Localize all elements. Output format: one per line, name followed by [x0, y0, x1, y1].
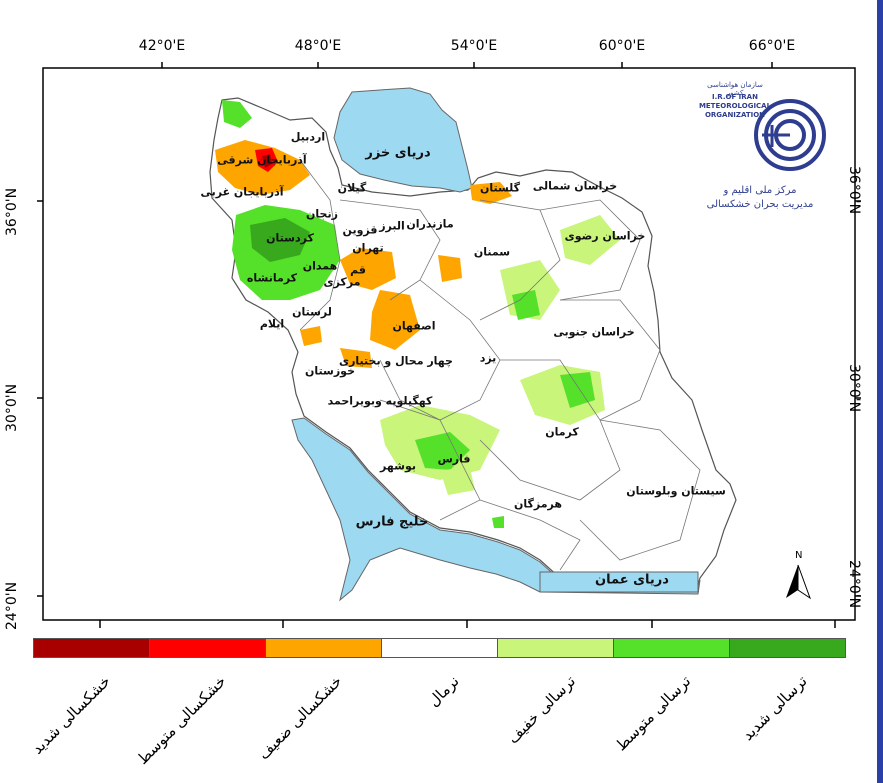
logo-en-line-1: I.R.OF IRAN: [712, 93, 758, 101]
lon-tick-54: 54°0'E: [450, 38, 498, 54]
prov-lorestan: لرستان: [292, 305, 332, 319]
prov-kohgiluyeh: کهگیلویه وبویراحمد: [327, 394, 433, 408]
legend-swatch-5: [614, 639, 730, 657]
prov-khorasan-razavi: خراسان رضوی: [564, 229, 646, 243]
prov-tehran: تهران: [352, 241, 384, 255]
prov-esfahan: اصفهان: [392, 319, 436, 333]
legend-swatch-6: [730, 639, 845, 657]
prov-alborz: البرز: [379, 219, 405, 233]
logo-en-line-2: METEOROLOGICAL: [698, 102, 772, 110]
prov-hamedan: همدان: [302, 259, 338, 273]
logo-caption-line-2: مدیریت بحران خشکسالی: [706, 199, 814, 210]
prov-ardabil: اردبیل: [290, 130, 326, 144]
logo-en-text: I.R.OF IRAN METEOROLOGICAL ORGANIZATION: [696, 93, 774, 120]
logo-caption-line-1: مرکز ملی اقلیم و: [723, 185, 797, 196]
lon-tick-48: 48°0'E: [294, 38, 342, 54]
wet-patches: [222, 100, 620, 528]
prov-semnan: سمنان: [473, 245, 511, 259]
prov-bushehr: بوشهر: [380, 459, 416, 473]
logo-emblem: [754, 99, 826, 171]
prov-mazandaran: مازندران: [406, 217, 454, 231]
frame-right-edge: [877, 0, 883, 783]
prov-sistan: سیستان وبلوستان: [626, 484, 726, 498]
legend-bar: [33, 638, 846, 658]
lat-tick-left-24: 24°0'N: [4, 581, 20, 630]
lat-tick-left-36: 36°0'N: [4, 187, 20, 236]
caspian-label: دریای خزر: [365, 145, 431, 161]
legend-swatch-1: [150, 639, 266, 657]
prov-khuzestan: خوزستان: [305, 364, 355, 378]
prov-kordestan: کردستان: [266, 231, 314, 245]
prov-ghazvin: قزوین: [342, 223, 378, 237]
lat-tick-right-24: 24°0'N: [846, 560, 862, 609]
lon-tick-42: 42°0'E: [138, 38, 186, 54]
lat-tick-left-30: 30°0'N: [4, 383, 20, 432]
legend-swatch-3: [382, 639, 498, 657]
prov-yazd: یزد: [479, 351, 497, 365]
lon-tick-60: 60°0'E: [598, 38, 646, 54]
logo-en-line-3: ORGANIZATION: [704, 111, 766, 119]
north-label: N: [795, 550, 803, 561]
prov-zanjan: زنجان: [306, 207, 338, 221]
legend-swatch-2: [266, 639, 382, 657]
caspian-sea: [333, 87, 473, 193]
prov-golestan: گلستان: [479, 181, 521, 195]
prov-fars: فارس: [437, 452, 471, 466]
prov-azarbaijan-gharbi: آذربایجان غربی: [200, 185, 284, 199]
logo-fa-top: سازمان هواشناسی کشور: [707, 81, 763, 97]
prov-ghom: قم: [350, 263, 366, 277]
prov-khorasan-jonubi: خراسان جنوبی: [553, 325, 635, 339]
persian-gulf-label: خلیج فارس: [355, 514, 429, 530]
province-borders: [299, 159, 701, 571]
oman-label: دریای عمان: [595, 572, 669, 588]
legend-swatch-0: [34, 639, 150, 657]
map-ticks: [37, 62, 861, 628]
oman-box: [539, 571, 699, 593]
prov-chaharmahal: چهار محال و بختیاری: [339, 354, 453, 368]
drought-patches: [215, 140, 512, 368]
prov-markazi: مرکزی: [323, 275, 361, 289]
prov-khorasan-shomali: خراسان شمالی: [532, 179, 618, 193]
lat-tick-right-30: 30°0'N: [846, 364, 862, 413]
legend-swatch-4: [498, 639, 614, 657]
north-arrow-icon: [786, 564, 811, 600]
prov-kerman: کرمان: [545, 425, 579, 439]
prov-hormozgan: هرمزگان: [513, 497, 563, 511]
prov-azarbaijan-sharghi: آذربایجان شرقی: [217, 153, 307, 167]
prov-gilan: گیلان: [337, 181, 367, 195]
lat-tick-right-36: 36°0'N: [846, 166, 862, 215]
prov-kermanshah: کرمانشاه: [246, 271, 298, 285]
prov-ilam: ایلام: [259, 317, 285, 331]
logo-caption: مرکز ملی اقلیم و مدیریت بحران خشکسالی: [705, 184, 815, 212]
lon-tick-66: 66°0'E: [748, 38, 796, 54]
